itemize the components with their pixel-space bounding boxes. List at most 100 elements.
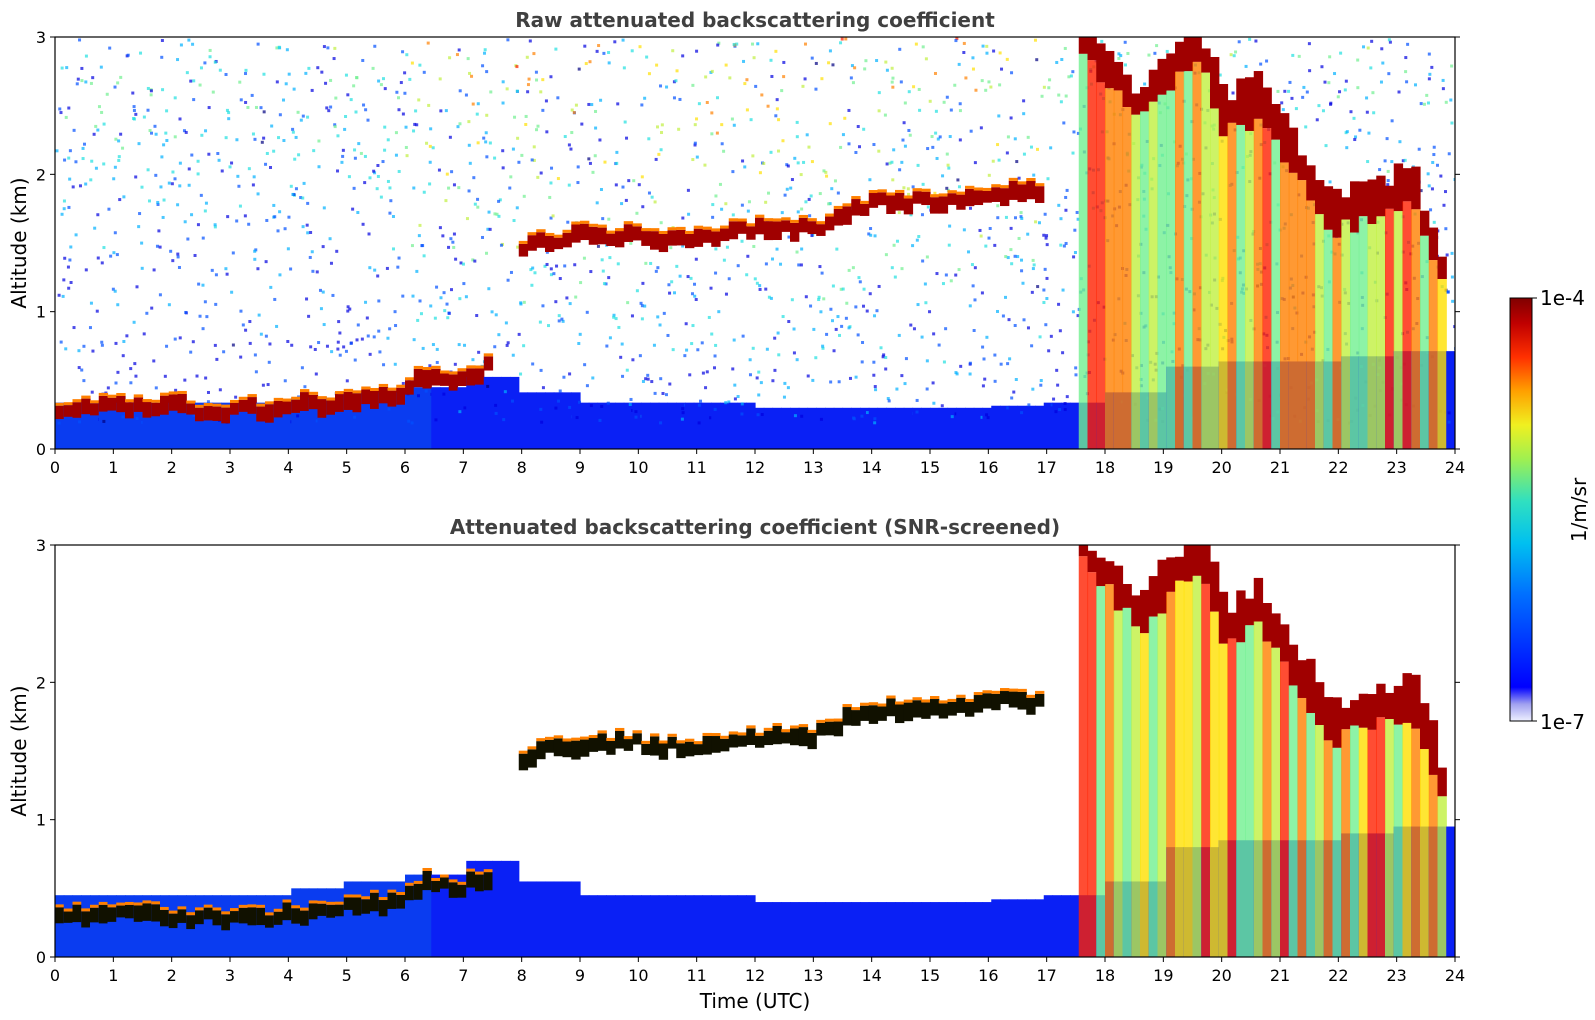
- noise-pixel: [926, 147, 930, 151]
- noise-pixel: [132, 105, 136, 109]
- noise-pixel: [1117, 56, 1121, 60]
- noise-pixel: [1343, 88, 1347, 92]
- noise-pixel: [552, 272, 556, 276]
- surface-signal-cell: [833, 902, 844, 957]
- y-tick-label: 2: [36, 673, 46, 692]
- noise-pixel: [749, 118, 753, 122]
- layer-cell: [833, 721, 844, 737]
- noise-pixel: [379, 195, 383, 199]
- layer-cell: [903, 198, 914, 215]
- layer-edge: [335, 901, 345, 905]
- noise-pixel: [341, 148, 345, 152]
- noise-pixel: [557, 399, 561, 403]
- surface-signal-cell: [1043, 402, 1054, 449]
- x-tick-label: 10: [628, 458, 648, 477]
- noise-pixel: [1020, 258, 1024, 262]
- noise-pixel: [718, 182, 722, 186]
- noise-pixel: [825, 174, 829, 178]
- x-tick-label: 22: [1328, 966, 1348, 985]
- noise-pixel: [711, 215, 715, 219]
- noise-pixel: [1067, 75, 1071, 79]
- noise-pixel: [934, 109, 938, 113]
- noise-pixel: [1063, 46, 1067, 50]
- layer-cell: [282, 401, 292, 415]
- noise-pixel: [1001, 314, 1005, 318]
- noise-pixel: [284, 82, 288, 86]
- noise-pixel: [911, 244, 915, 248]
- noise-pixel: [414, 109, 418, 113]
- noise-pixel: [937, 343, 941, 347]
- surface-signal-cell: [790, 902, 800, 957]
- precip-streak: [1183, 71, 1194, 449]
- noise-pixel: [840, 37, 844, 41]
- noise-pixel: [241, 323, 245, 327]
- noise-pixel: [568, 405, 572, 409]
- surface-signal-cell: [483, 860, 494, 957]
- layer-cell: [746, 728, 756, 745]
- noise-pixel: [962, 228, 966, 232]
- noise-pixel: [857, 276, 861, 280]
- surface-signal-cell: [142, 895, 152, 957]
- noise-pixel: [864, 59, 868, 63]
- x-tick-label: 15: [920, 966, 940, 985]
- noise-pixel: [854, 305, 858, 309]
- noise-pixel: [112, 177, 116, 181]
- layer-edge: [580, 220, 590, 224]
- x-tick-label: 23: [1386, 966, 1406, 985]
- noise-pixel: [1014, 377, 1018, 381]
- noise-pixel: [95, 309, 99, 313]
- noise-pixel: [640, 304, 644, 308]
- layer-edge: [133, 394, 144, 398]
- precip-streak: [1280, 661, 1290, 957]
- noise-pixel: [259, 332, 263, 336]
- noise-pixel: [481, 235, 485, 239]
- noise-pixel: [153, 124, 157, 128]
- layer-cell: [702, 735, 712, 755]
- noise-pixel: [1010, 71, 1014, 75]
- layer-cell: [1437, 256, 1447, 280]
- noise-pixel: [1038, 335, 1042, 339]
- precip-streak: [1131, 626, 1141, 957]
- noise-pixel: [1371, 91, 1375, 95]
- layer-edge: [317, 396, 327, 400]
- noise-pixel: [522, 344, 526, 348]
- noise-pixel: [1017, 176, 1021, 180]
- noise-pixel: [647, 72, 651, 76]
- noise-pixel: [196, 159, 200, 163]
- layer-edge: [860, 702, 870, 706]
- noise-pixel: [853, 66, 857, 70]
- noise-pixel: [157, 229, 161, 233]
- noise-pixel: [540, 420, 544, 424]
- noise-pixel: [105, 92, 109, 96]
- noise-pixel: [199, 193, 203, 197]
- layer-edge: [728, 218, 739, 222]
- surface-signal-cell: [606, 402, 616, 449]
- x-tick-label: 3: [225, 966, 235, 985]
- noise-pixel: [672, 291, 676, 295]
- layer-cell: [667, 230, 677, 246]
- layer-cell: [553, 738, 564, 757]
- noise-pixel: [892, 148, 896, 152]
- surface-signal-cell: [720, 895, 730, 957]
- layer-edge: [483, 869, 494, 873]
- noise-pixel: [208, 48, 212, 52]
- noise-pixel: [1307, 42, 1311, 46]
- noise-pixel: [906, 187, 910, 191]
- layer-edge: [711, 228, 721, 232]
- noise-pixel: [256, 267, 260, 271]
- layer-edge: [982, 690, 992, 694]
- surface-signal-cell: [116, 895, 126, 957]
- noise-pixel: [656, 315, 660, 319]
- noise-pixel: [549, 75, 553, 79]
- precip-streak: [1297, 697, 1307, 957]
- noise-pixel: [764, 262, 768, 266]
- noise-pixel: [160, 38, 164, 42]
- layer-edge: [685, 230, 695, 234]
- noise-pixel: [625, 136, 629, 140]
- x-tick-label: 8: [517, 966, 527, 985]
- noise-pixel: [1010, 396, 1014, 400]
- noise-pixel: [925, 255, 929, 259]
- x-tick-label: 20: [1211, 458, 1231, 477]
- noise-pixel: [914, 42, 918, 46]
- noise-pixel: [748, 373, 752, 377]
